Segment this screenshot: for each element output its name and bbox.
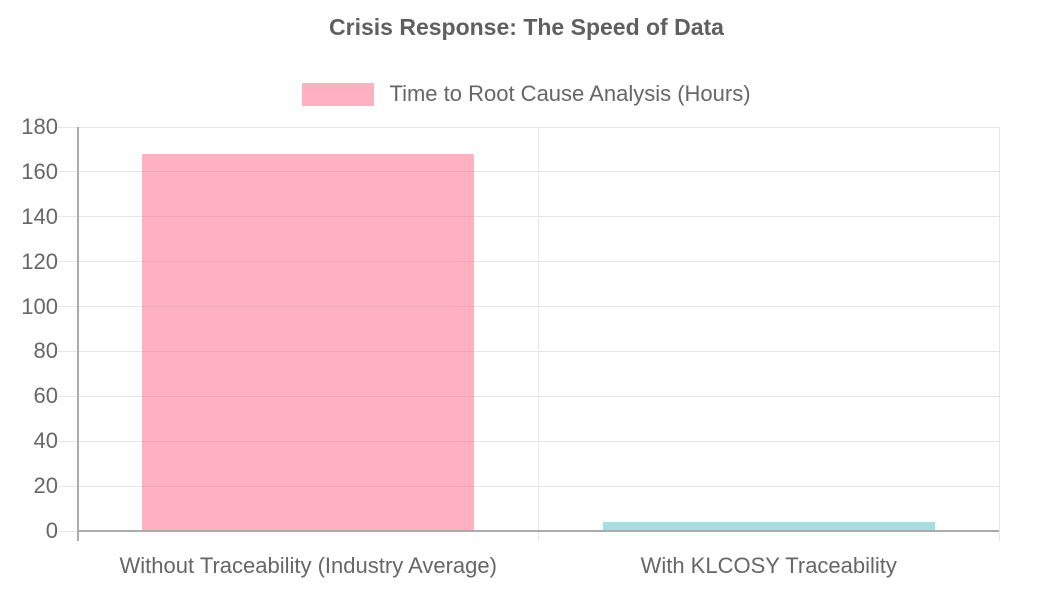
y-tick-mark <box>58 440 78 442</box>
y-tick-mark <box>58 216 78 218</box>
y-tick-label: 120 <box>21 248 58 274</box>
gridline <box>998 127 1000 531</box>
y-tick-mark <box>58 485 78 487</box>
y-tick-label: 140 <box>21 203 58 229</box>
y-tick-mark <box>58 261 78 263</box>
y-tick-mark <box>58 306 78 308</box>
legend[interactable]: Time to Root Cause Analysis (Hours) <box>0 80 1053 108</box>
gridline <box>538 127 539 531</box>
y-tick-label: 0 <box>45 518 58 543</box>
x-tick-mark <box>998 531 1000 541</box>
chart-title: Crisis Response: The Speed of Data <box>329 14 724 40</box>
y-tick-label: 20 <box>33 473 58 499</box>
bar-with-klcosy-traceability[interactable] <box>602 522 935 531</box>
y-tick-label: 60 <box>33 383 58 409</box>
x-axis-line <box>78 530 999 532</box>
y-tick-mark <box>58 395 78 397</box>
y-axis-line <box>77 127 79 541</box>
y-tick-mark <box>58 530 78 532</box>
y-tick-label: 160 <box>21 158 58 184</box>
x-tick-mark <box>538 531 539 541</box>
legend-swatch <box>302 82 375 106</box>
y-tick-mark <box>58 350 78 352</box>
legend-label: Time to Root Cause Analysis (Hours) <box>389 81 751 106</box>
bar-without-traceability-industry-average[interactable] <box>142 153 475 531</box>
x-category-label: With KLCOSY Traceability <box>640 553 897 578</box>
y-tick-mark <box>58 126 78 128</box>
y-tick-mark <box>58 171 78 173</box>
y-tick-label: 40 <box>33 428 58 454</box>
y-tick-label: 100 <box>21 293 58 319</box>
y-tick-label: 80 <box>33 338 58 364</box>
x-category-label: Without Traceability (Industry Average) <box>119 553 497 578</box>
y-tick-label: 180 <box>21 114 58 139</box>
